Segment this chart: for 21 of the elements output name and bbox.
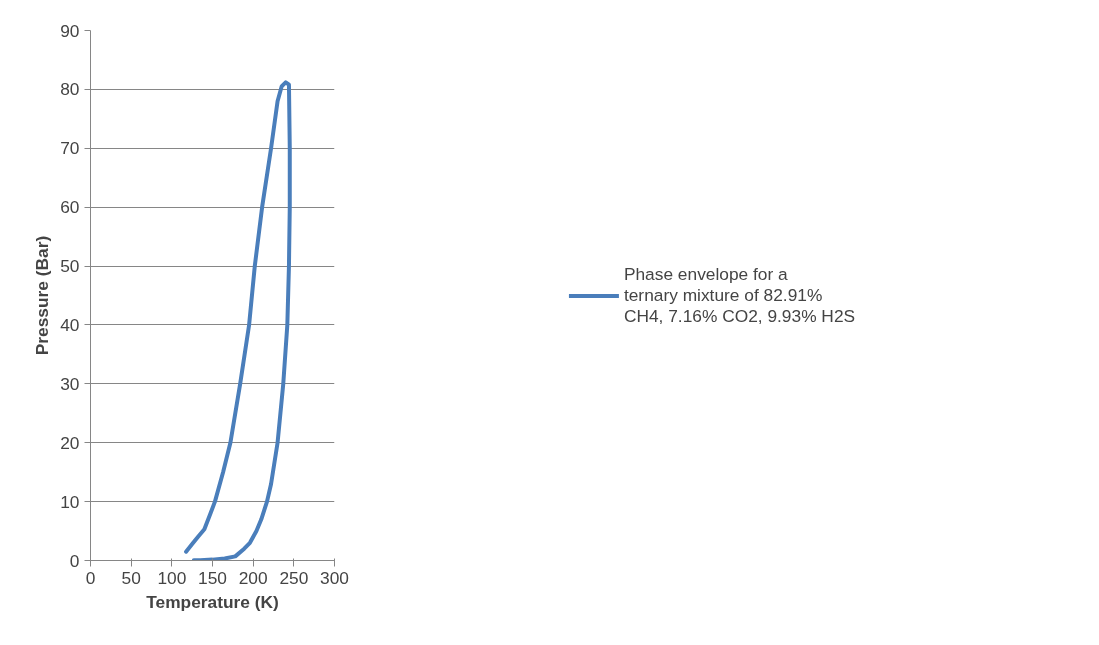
line-series [184,80,292,561]
y-tick-label: 50 [60,256,80,277]
y-tick-label: 90 [60,20,80,41]
x-axis-title: Temperature (K) [146,591,279,612]
y-tick-label: 0 [69,550,80,571]
y-tick-label: 70 [60,138,80,159]
x-tick-label: 0 [85,567,96,588]
y-tick-label: 20 [60,432,80,453]
y-tick-label: 60 [60,197,80,218]
y-tick-label: 30 [60,373,80,394]
legend-label: Phase envelope for a ternary mixture of 82.91% CH4, 7.16% CO2, 9.93% H2S [623,263,856,327]
x-tick-label: 200 [238,567,268,588]
y-tick-label: 40 [60,314,80,335]
x-tick-label: 300 [320,567,349,588]
x-tick-label: 150 [198,567,227,588]
y-tick-label: 10 [60,491,80,512]
y-axis-title: Pressure (Bar) [32,235,53,356]
x-tick-label: 100 [157,567,187,588]
x-tick-label: 50 [121,567,141,588]
y-tick-label: 80 [60,79,80,100]
x-tick-label: 250 [279,567,309,588]
